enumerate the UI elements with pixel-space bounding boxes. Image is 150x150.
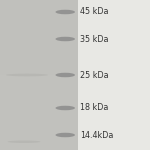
Bar xyxy=(0,0,78,150)
Bar xyxy=(0,75,78,82)
Ellipse shape xyxy=(56,73,75,77)
Ellipse shape xyxy=(56,106,75,110)
Bar xyxy=(0,68,78,75)
Bar xyxy=(0,98,78,105)
Bar xyxy=(0,112,78,120)
Text: 25 kDa: 25 kDa xyxy=(80,70,109,80)
Ellipse shape xyxy=(8,141,41,143)
Bar xyxy=(0,105,78,112)
Text: 35 kDa: 35 kDa xyxy=(80,34,109,43)
Bar xyxy=(0,52,78,60)
Bar xyxy=(0,82,78,90)
Bar xyxy=(0,120,78,127)
Bar xyxy=(0,142,78,150)
Bar xyxy=(0,8,78,15)
Ellipse shape xyxy=(56,133,75,137)
Bar xyxy=(0,30,78,38)
Bar xyxy=(0,60,78,68)
Bar xyxy=(0,15,78,22)
Bar xyxy=(0,128,78,135)
Ellipse shape xyxy=(56,10,75,14)
Bar xyxy=(0,135,78,142)
Bar xyxy=(0,45,78,52)
Bar xyxy=(0,22,78,30)
Bar xyxy=(0,38,78,45)
Ellipse shape xyxy=(6,74,48,76)
Text: 18 kDa: 18 kDa xyxy=(80,103,109,112)
Text: 45 kDa: 45 kDa xyxy=(80,8,109,16)
Bar xyxy=(0,90,78,98)
Text: 14.4kDa: 14.4kDa xyxy=(80,130,114,140)
Bar xyxy=(0,0,78,8)
Ellipse shape xyxy=(56,37,75,41)
